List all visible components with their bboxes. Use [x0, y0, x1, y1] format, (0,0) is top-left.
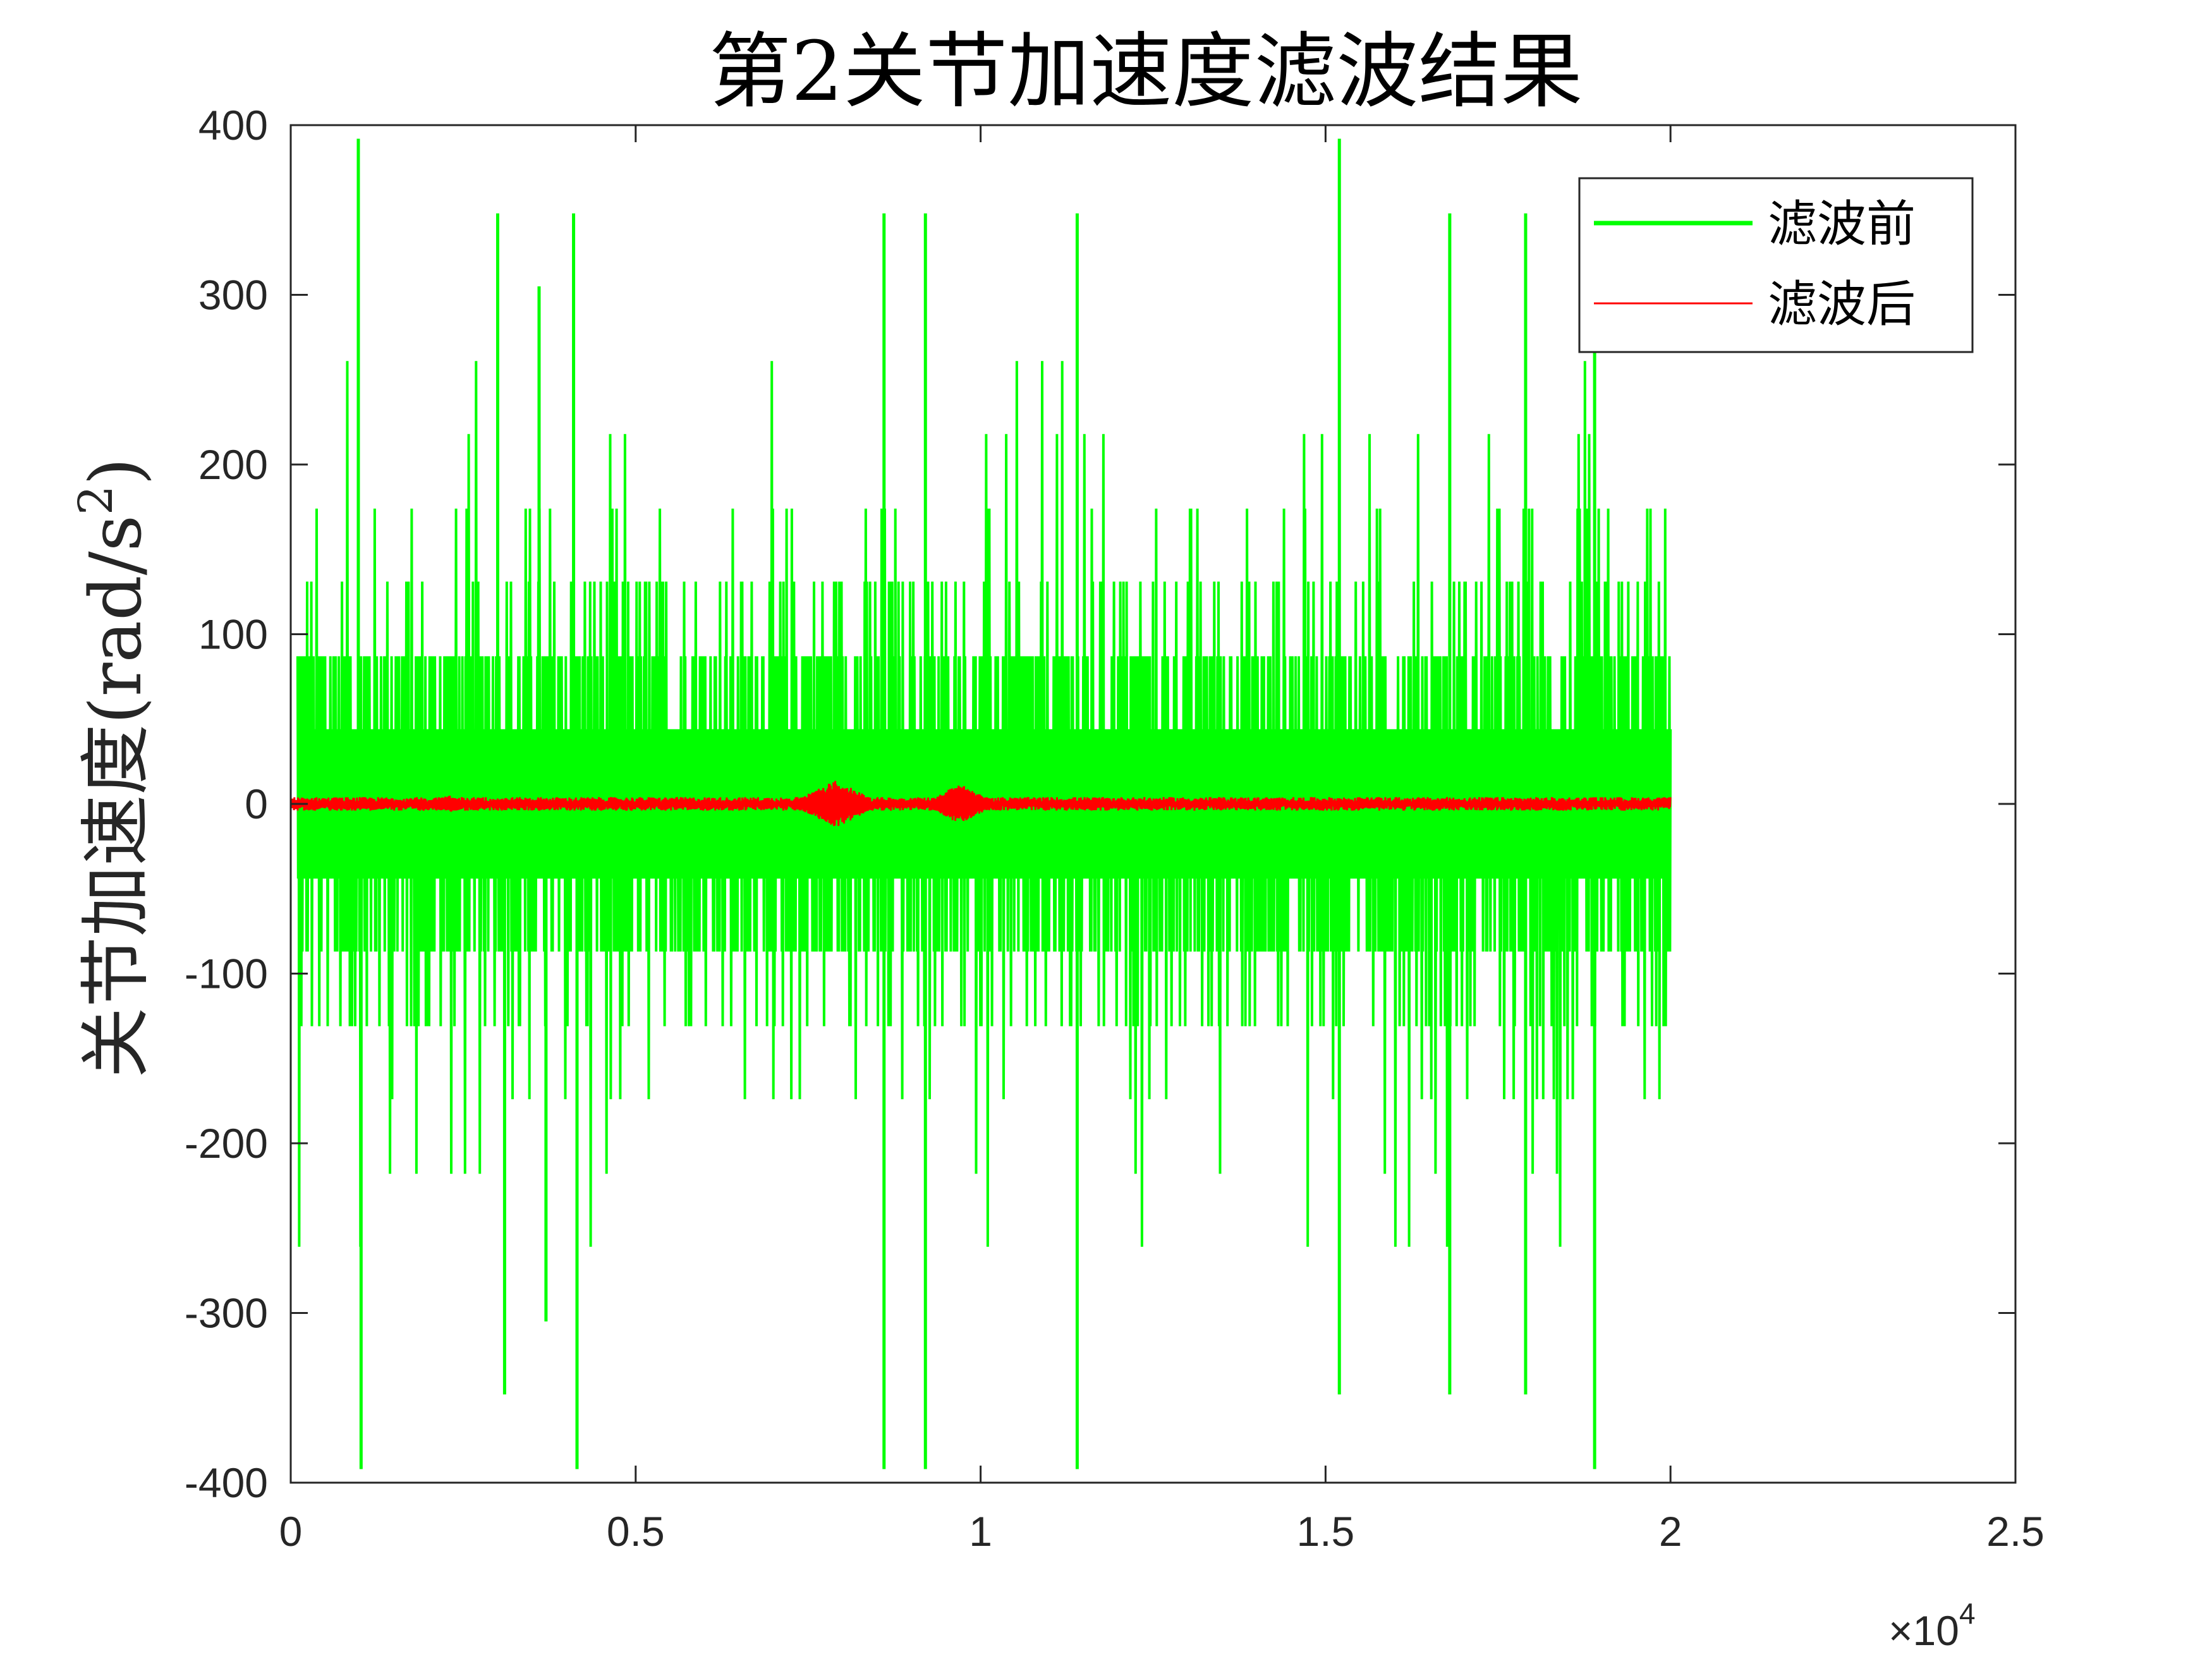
y-axis-label-unit-sup: 2 — [69, 485, 123, 515]
y-tick-label: -200 — [185, 1120, 268, 1167]
x-axis-multiplier-exp: 4 — [1959, 1597, 1976, 1630]
legend-box — [1578, 177, 1974, 353]
legend-label-raw: 滤波前 — [1768, 196, 1916, 253]
legend-label-filtered: 滤波后 — [1768, 276, 1916, 333]
y-tick-label: 100 — [198, 611, 268, 658]
y-tick-label: 300 — [198, 272, 268, 319]
y-axis-label-unit-open: (rad/s — [75, 515, 157, 724]
x-tick-label: 1.5 — [1297, 1508, 1355, 1555]
y-axis-label-main: 关节加速度 — [75, 724, 157, 1078]
x-tick-label: 0 — [279, 1508, 303, 1555]
series-filtered-line — [289, 781, 1672, 827]
x-tick-label: 0.5 — [607, 1508, 665, 1555]
x-axis-multiplier: ×104 — [1888, 1597, 1976, 1654]
y-tick-label: -300 — [185, 1290, 268, 1337]
series-filtered-path — [289, 781, 1672, 827]
y-axis-label: 关节加速度(rad/s2) — [69, 458, 157, 1078]
y-tick-label: 0 — [245, 781, 268, 827]
y-axis-ticks: -400 -300 -200 -100 0 100 200 300 400 — [185, 102, 2015, 1506]
chart-title: 第2关节加速度滤波结果 — [709, 23, 1583, 119]
y-tick-label: 200 — [198, 441, 268, 488]
y-tick-label: -400 — [185, 1459, 268, 1506]
x-tick-label: 2.5 — [1986, 1508, 2045, 1555]
y-axis-label-unit-close: ) — [75, 458, 157, 485]
y-tick-label: 400 — [198, 102, 268, 149]
x-tick-label: 2 — [1659, 1508, 1682, 1555]
x-axis-multiplier-base: ×10 — [1888, 1607, 1959, 1654]
legend: 滤波前 滤波后 — [1578, 177, 1974, 353]
x-tick-label: 1 — [969, 1508, 992, 1555]
x-axis-ticks: 0 0.5 1 1.5 2 2.5 — [279, 125, 2045, 1555]
y-tick-label: -100 — [185, 951, 268, 997]
